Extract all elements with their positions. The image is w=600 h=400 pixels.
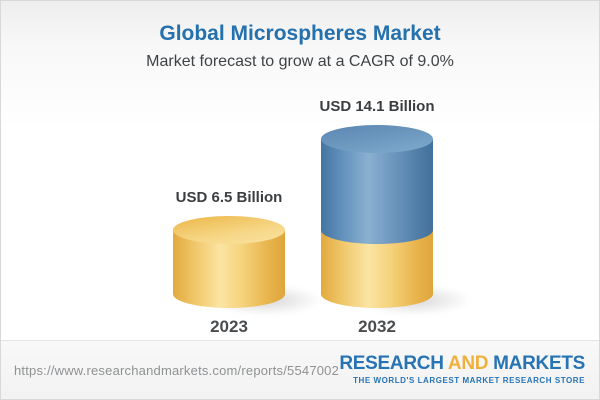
category-label-2032: 2032: [358, 317, 396, 336]
bar-2023-cylinder-top: [173, 216, 285, 244]
logo-word-and: AND: [447, 353, 489, 375]
research-and-markets-logo: RESEARCH AND MARKETS THE WORLD'S LARGEST…: [339, 353, 585, 386]
logo-wordmark: RESEARCH AND MARKETS: [339, 353, 585, 375]
bar-2032-cylinder-top: [321, 124, 433, 153]
logo-word-research: RESEARCH: [339, 353, 444, 375]
logo-tagline: THE WORLD'S LARGEST MARKET RESEARCH STOR…: [353, 376, 585, 386]
footer-bar: https://www.researchandmarkets.com/repor…: [1, 340, 599, 399]
bar-value-label-2032: USD 14.1 Billion: [319, 97, 435, 115]
bar-value-label-2023: USD 6.5 Billion: [175, 189, 283, 206]
category-label-2023: 2023: [210, 317, 248, 336]
chart-subtitle: Market forecast to grow at a CAGR of 9.0…: [146, 53, 454, 70]
chart-title: Global Microspheres Market: [159, 22, 441, 45]
bar-2032-cylinder-growth-segment: [321, 138, 433, 244]
logo-word-markets: MARKETS: [493, 353, 585, 375]
report-url: https://www.researchandmarkets.com/repor…: [14, 362, 340, 378]
